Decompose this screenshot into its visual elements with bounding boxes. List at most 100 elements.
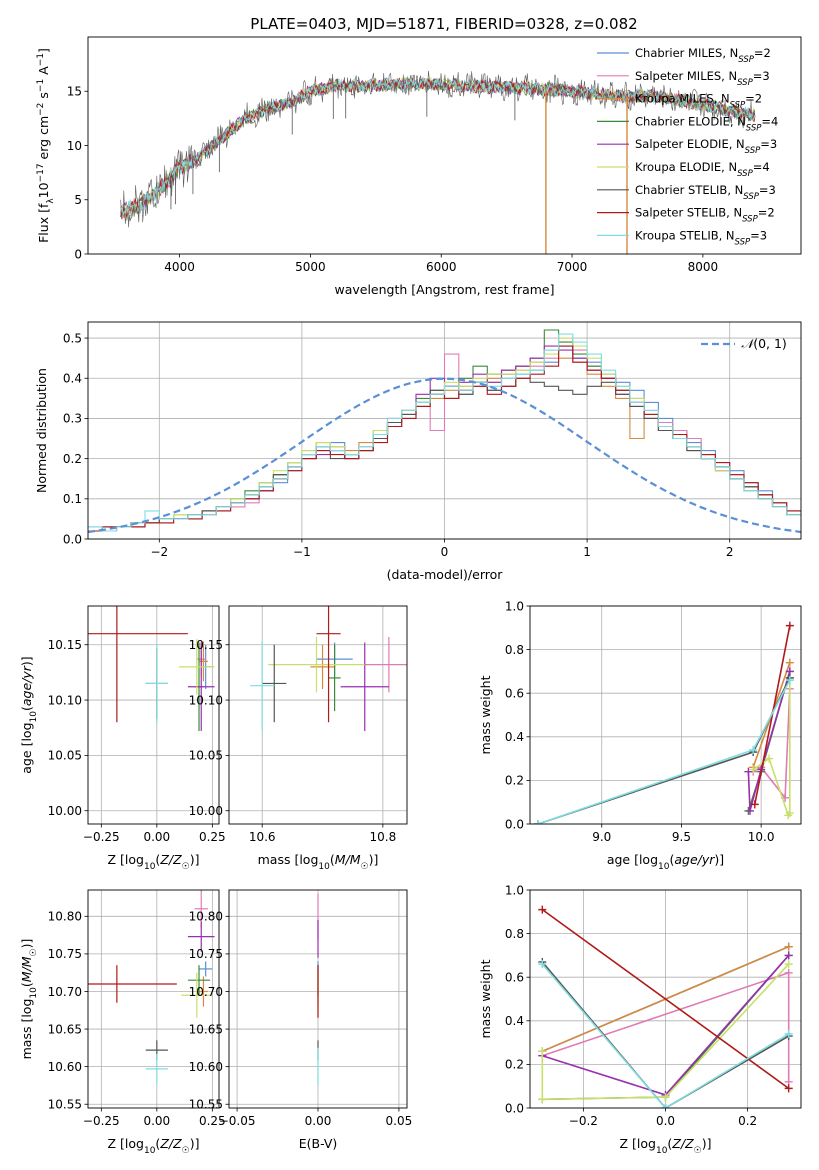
weight-marker [784, 951, 793, 960]
x-axis-label-part: age/yr [674, 852, 715, 867]
y-tick-label: 10.15 [189, 638, 223, 652]
x-axis-label-part: ☉ [182, 862, 190, 872]
weight-marker [784, 942, 793, 951]
x-axis-label-part: 10 [144, 862, 156, 872]
legend-sub: SSP [743, 192, 759, 202]
legend-sub: SSP [738, 55, 754, 65]
y-tick-label: 10.80 [48, 910, 82, 924]
legend-entry: 𝒩(0, 1) [741, 336, 787, 351]
y-tick-label: 5 [74, 193, 82, 207]
legend-name: Salpeter MILES, N [635, 69, 737, 83]
x-tick-label: 10.8 [370, 830, 397, 844]
y-axis-label-part: ) [19, 944, 34, 949]
weight-marker [750, 800, 759, 809]
y-tick-label: 10.10 [189, 693, 223, 707]
weight-marker [765, 754, 774, 763]
x-axis-label-part: Z/Z [671, 1136, 694, 1151]
weight-marker [784, 968, 793, 977]
weight-line-chabrier_stelib [541, 961, 790, 1108]
weight-marker [784, 1029, 793, 1038]
x-axis-label-part: 10 [144, 1146, 156, 1156]
y-axis-label-part: A [36, 66, 51, 79]
legend-sub: SSP [730, 101, 746, 111]
legend-name: Kroupa MILES, N [635, 92, 730, 106]
weight-marker [538, 1095, 547, 1104]
axes-frame [87, 605, 220, 825]
y-axis-label-part: mass [ [19, 1018, 34, 1060]
spectrum-line-chabrier_stelib [120, 70, 756, 228]
y-tick-label: 0 [74, 247, 82, 261]
plot-area-spectrum [120, 70, 756, 254]
y-tick-label: 0.6 [505, 971, 524, 985]
legend-name: Chabrier STELIB, N [635, 183, 743, 197]
legend-sub: SSP [737, 169, 753, 179]
x-tick-label: 1 [583, 545, 591, 559]
x-tick-label: −0.25 [83, 1114, 120, 1128]
axes-frame [529, 889, 802, 1109]
x-tick-label: 8000 [688, 260, 719, 274]
y-axis-label-part: −1 [36, 79, 46, 92]
x-axis-label-part: 10 [656, 1146, 668, 1156]
y-tick-label: 1.0 [505, 883, 524, 897]
x-axis-label: age [log10(age/yr)] [607, 852, 724, 872]
x-axis-label-part: 10 [318, 862, 330, 872]
y-tick-label: 10.10 [48, 693, 82, 707]
x-axis-label-part: Z [ [107, 1136, 124, 1151]
x-axis-label-part: ( [155, 852, 160, 867]
x-axis-label: mass [log10(M/M☉)] [258, 852, 379, 872]
axes-frame [228, 605, 408, 825]
axes-frame [228, 889, 408, 1109]
y-tick-label: 0.2 [505, 1058, 524, 1072]
y-tick-label: 0.4 [505, 1014, 524, 1028]
panel-mass_vs_ebv: −0.05 0.00 0.05 10.55 10.60 10.65 10.70 10.75 10… [189, 889, 412, 1151]
y-tick-label: 0.8 [505, 927, 524, 941]
y-tick-label: 0.1 [63, 492, 82, 506]
weight-marker [533, 820, 542, 824]
plot-area-weight_vs_Z [538, 905, 793, 1108]
x-axis-label-part: ( [669, 852, 674, 867]
y-axis-label: mass [log10(M/M☉)] [19, 939, 39, 1060]
y-axis-label-part: 10 [36, 182, 51, 198]
y-tick-label: 15 [67, 85, 82, 99]
legend-name: Kroupa STELIB, N [635, 228, 735, 242]
y-axis-label-part: ] [36, 48, 51, 53]
y-tick-label: 10.00 [189, 804, 223, 818]
legend-sub: SSP [735, 237, 751, 247]
y-axis-label-part: −17 [36, 163, 46, 182]
y-tick-label: 0.0 [505, 817, 524, 831]
plot-area-mass_vs_Z [88, 890, 215, 1084]
y-axis-label: Normed distribution [34, 368, 49, 493]
x-axis-label-part: Z [ [107, 852, 124, 867]
x-axis-label-part: ] [195, 1136, 200, 1151]
x-axis-label-part: ) [190, 1136, 195, 1151]
y-tick-label: 10.75 [189, 947, 223, 961]
x-axis-label-part: ( [330, 852, 335, 867]
histogram-kroupa_stelib [88, 333, 801, 532]
weight-marker [538, 905, 547, 914]
legend-tail: =4 [761, 114, 778, 128]
y-tick-label: 0.4 [63, 372, 82, 386]
plot-area-residuals [88, 329, 801, 534]
legend-tail: =3 [760, 137, 777, 151]
weight-line-kroupa_elodie [752, 680, 791, 818]
x-axis-label-part: ] [707, 1136, 712, 1151]
panel-spectrum: 4000 5000 6000 7000 8000 0 5 10 15 wavelength [An… [36, 36, 802, 297]
y-axis-label: Flux [fλ10−17 erg cm−2 s−1 A−1] [36, 48, 56, 243]
panel-age_vs_mass: 10.6 10.8 10.00 10.05 10.10 10.15 mass [log10(… [189, 605, 408, 872]
weight-line-salpeter_elodie [747, 671, 791, 812]
legend-tail: =2 [758, 206, 775, 220]
normal-curve [88, 377, 801, 534]
x-axis-label: (data-model)/error [387, 567, 504, 582]
x-axis-label-part: log [125, 852, 144, 867]
y-tick-label: 10.05 [189, 749, 223, 763]
x-tick-label: 9.0 [592, 830, 611, 844]
plot-area-age_vs_mass [250, 606, 407, 732]
x-axis-label-part: log [637, 1136, 656, 1151]
x-axis-label-part: ) [190, 852, 195, 867]
x-tick-label: 10.6 [249, 830, 276, 844]
legend-entry-part: (0, 1) [753, 336, 787, 351]
x-axis-label: Z [log10(Z/Z☉)] [107, 852, 199, 872]
axes-frame [87, 889, 220, 1109]
y-tick-label: 0.8 [505, 643, 524, 657]
y-tick-label: 10.65 [48, 1022, 82, 1036]
